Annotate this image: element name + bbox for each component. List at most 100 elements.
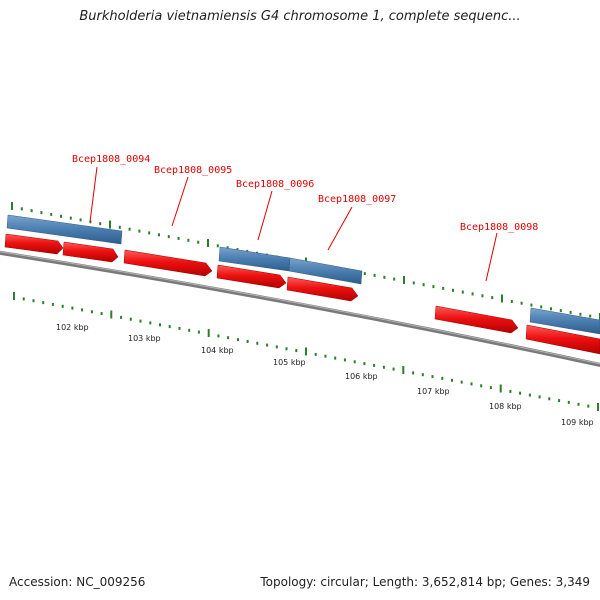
scale-major-tick bbox=[402, 366, 405, 374]
scale-minor-tick bbox=[149, 321, 152, 325]
scale-minor-tick bbox=[392, 367, 395, 371]
outer-minor-tick bbox=[158, 233, 160, 237]
scale-major-tick bbox=[110, 310, 113, 319]
scale-minor-tick bbox=[412, 371, 415, 375]
genome-backbone bbox=[0, 250, 600, 367]
gene-arrow-0095[interactable] bbox=[123, 249, 213, 277]
scale-minor-tick bbox=[197, 330, 200, 334]
scale-minor-tick bbox=[353, 360, 356, 364]
scale-major-tick bbox=[207, 329, 210, 337]
scale-minor-tick bbox=[71, 306, 74, 310]
outer-minor-tick bbox=[40, 211, 43, 215]
scale-minor-tick bbox=[460, 380, 463, 384]
outer-minor-tick bbox=[99, 222, 102, 226]
outer-minor-tick bbox=[393, 277, 396, 281]
gene-labels: Bcep1808_0094 Bcep1808_0095 Bcep1808_009… bbox=[72, 154, 538, 233]
outer-minor-tick bbox=[363, 272, 366, 276]
kbp-label-102: 102 kbp bbox=[56, 323, 89, 332]
gene-arrow-0097[interactable] bbox=[286, 276, 359, 302]
blue-feature-0098-next[interactable] bbox=[529, 307, 600, 335]
gene-arrow-0094[interactable] bbox=[62, 241, 119, 263]
scale-minor-tick bbox=[431, 375, 434, 379]
blue-feature-0097[interactable] bbox=[288, 257, 363, 285]
outer-minor-tick bbox=[226, 246, 229, 250]
outer-minor-tick bbox=[167, 235, 170, 239]
gene-label-0098[interactable]: Bcep1808_0098 bbox=[460, 222, 538, 233]
blue-feature-0094[interactable] bbox=[6, 214, 123, 245]
outer-minor-tick bbox=[148, 231, 151, 235]
scale-minor-tick bbox=[363, 362, 366, 366]
outer-minor-tick bbox=[187, 238, 190, 242]
outer-major-tick bbox=[207, 239, 209, 247]
scale-minor-tick bbox=[227, 336, 230, 340]
outer-minor-tick bbox=[138, 229, 141, 233]
scale-minor-tick bbox=[275, 345, 278, 349]
gene-label-0095[interactable]: Bcep1808_0095 bbox=[154, 165, 232, 176]
gene-arrow-0093[interactable] bbox=[4, 233, 64, 255]
outer-minor-tick bbox=[20, 207, 23, 211]
gene-arrow-0098[interactable] bbox=[434, 305, 519, 334]
outer-minor-tick bbox=[461, 290, 464, 294]
scale-minor-tick bbox=[334, 356, 337, 360]
connector-0096 bbox=[257, 190, 273, 241]
scale-minor-tick bbox=[451, 378, 453, 382]
outer-minor-tick bbox=[50, 212, 53, 216]
outer-major-tick bbox=[11, 202, 13, 210]
outer-minor-tick bbox=[471, 292, 474, 296]
scale-minor-tick bbox=[100, 312, 103, 316]
connector-0098 bbox=[485, 232, 498, 282]
scale-minor-tick bbox=[236, 338, 239, 342]
scale-major-tick bbox=[597, 403, 599, 411]
outer-minor-tick bbox=[373, 273, 376, 277]
scale-major-tick bbox=[13, 292, 15, 300]
scale-minor-tick bbox=[528, 393, 531, 397]
kbp-label-109: 109 kbp bbox=[561, 418, 594, 427]
gene-label-0097[interactable]: Bcep1808_0097 bbox=[318, 194, 396, 205]
scale-minor-tick bbox=[22, 297, 25, 301]
gene-arrow-0099[interactable] bbox=[525, 324, 600, 355]
label-connectors bbox=[89, 166, 498, 282]
scale-minor-tick bbox=[558, 399, 561, 403]
blue-feature-track bbox=[6, 214, 600, 335]
outer-minor-tick bbox=[118, 225, 121, 229]
outer-minor-tick bbox=[216, 244, 219, 248]
outer-minor-tick bbox=[442, 286, 445, 290]
map-title: Burkholderia vietnamiensis G4 chromosome… bbox=[79, 9, 521, 24]
outer-minor-tick bbox=[559, 309, 562, 313]
connector-0095 bbox=[171, 176, 189, 227]
outer-major-tick bbox=[109, 220, 111, 229]
scale-minor-tick bbox=[343, 358, 346, 362]
scale-minor-tick bbox=[382, 365, 385, 369]
outer-minor-tick bbox=[550, 307, 552, 311]
scale-minor-tick bbox=[32, 299, 35, 303]
scale-minor-tick bbox=[577, 402, 580, 406]
scale-minor-tick bbox=[314, 352, 317, 356]
kbp-label-108: 108 kbp bbox=[489, 402, 522, 411]
scale-minor-tick bbox=[217, 334, 220, 338]
outer-minor-tick bbox=[530, 303, 533, 307]
outer-minor-tick bbox=[481, 294, 484, 298]
gene-label-0096[interactable]: Bcep1808_0096 bbox=[236, 179, 314, 190]
outer-minor-tick bbox=[412, 281, 415, 285]
gene-arrow-0096[interactable] bbox=[216, 264, 287, 289]
kbp-labels: 102 kbp 103 kbp 104 kbp 105 kbp 106 kbp … bbox=[56, 323, 594, 427]
outer-minor-tick bbox=[452, 288, 454, 292]
genome-backbone-highlight bbox=[0, 251, 600, 365]
scale-major-tick bbox=[305, 347, 307, 356]
connector-0097 bbox=[327, 206, 353, 251]
outer-minor-tick bbox=[79, 218, 82, 222]
scale-minor-tick bbox=[168, 325, 171, 329]
gene-label-0094[interactable]: Bcep1808_0094 bbox=[72, 154, 150, 165]
scale-minor-tick bbox=[61, 304, 64, 308]
outer-minor-tick bbox=[579, 312, 582, 316]
scale-minor-tick bbox=[285, 347, 288, 351]
scale-minor-tick bbox=[129, 317, 132, 321]
outer-minor-tick bbox=[422, 283, 425, 287]
outer-major-tick bbox=[403, 276, 405, 284]
scale-major-tick bbox=[499, 384, 502, 393]
scale-minor-tick bbox=[509, 389, 512, 393]
scale-minor-tick bbox=[139, 319, 142, 323]
outer-minor-tick bbox=[383, 275, 386, 279]
scale-minor-tick bbox=[256, 341, 259, 345]
connector-0094 bbox=[89, 166, 98, 223]
